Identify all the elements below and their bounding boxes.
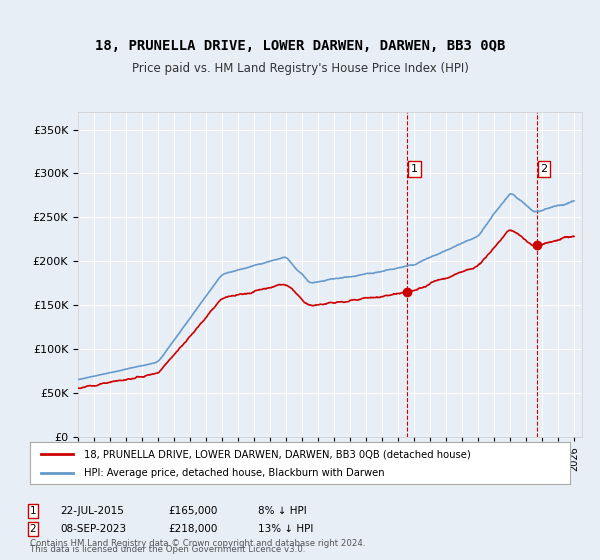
Text: 18, PRUNELLA DRIVE, LOWER DARWEN, DARWEN, BB3 0QB (detached house): 18, PRUNELLA DRIVE, LOWER DARWEN, DARWEN… [84, 449, 471, 459]
Text: This data is licensed under the Open Government Licence v3.0.: This data is licensed under the Open Gov… [30, 545, 305, 554]
Text: 8% ↓ HPI: 8% ↓ HPI [258, 506, 307, 516]
Text: 22-JUL-2015: 22-JUL-2015 [60, 506, 124, 516]
Text: 1: 1 [29, 506, 37, 516]
Text: £218,000: £218,000 [168, 524, 217, 534]
Text: 2: 2 [541, 164, 548, 174]
Text: Price paid vs. HM Land Registry's House Price Index (HPI): Price paid vs. HM Land Registry's House … [131, 62, 469, 74]
Text: 08-SEP-2023: 08-SEP-2023 [60, 524, 126, 534]
Text: 13% ↓ HPI: 13% ↓ HPI [258, 524, 313, 534]
Text: 1: 1 [411, 164, 418, 174]
Text: £165,000: £165,000 [168, 506, 217, 516]
Text: 2: 2 [29, 524, 37, 534]
Text: 18, PRUNELLA DRIVE, LOWER DARWEN, DARWEN, BB3 0QB: 18, PRUNELLA DRIVE, LOWER DARWEN, DARWEN… [95, 39, 505, 53]
Text: HPI: Average price, detached house, Blackburn with Darwen: HPI: Average price, detached house, Blac… [84, 468, 385, 478]
Text: Contains HM Land Registry data © Crown copyright and database right 2024.: Contains HM Land Registry data © Crown c… [30, 539, 365, 548]
